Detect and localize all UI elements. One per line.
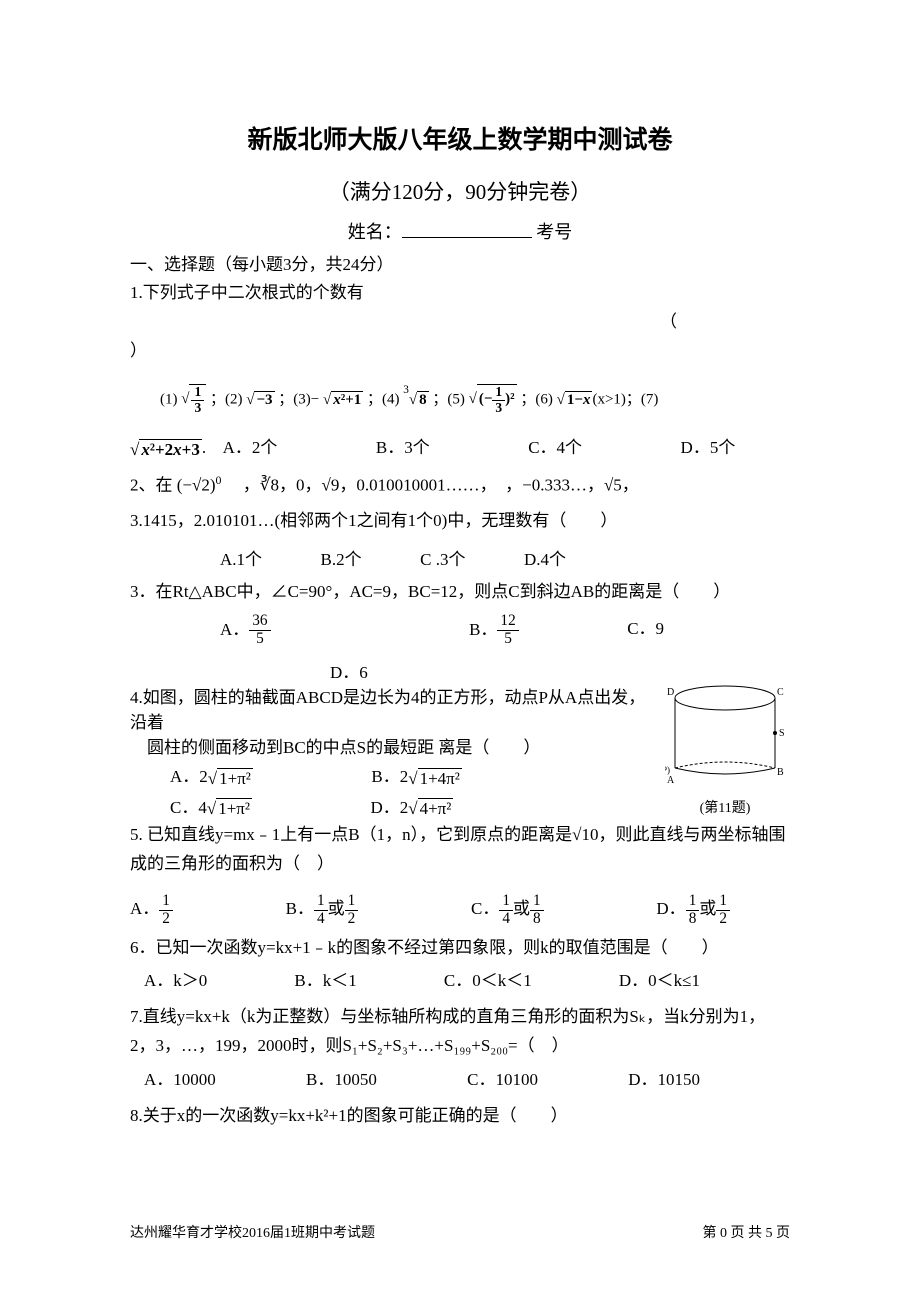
q3-opt-d: D．6 bbox=[130, 658, 790, 683]
q6-opt-d: D．0＜k≤1 bbox=[619, 966, 700, 991]
svg-text:A: A bbox=[667, 775, 675, 786]
q5-opt-b: B．14或12 bbox=[286, 893, 359, 928]
q2-opt-c: C .3个 bbox=[420, 545, 465, 570]
page-title: 新版北师大版八年级上数学期中测试卷 bbox=[130, 120, 790, 156]
q1-opt-b: B．3个 bbox=[376, 433, 430, 458]
q1-sep2: ；(2) bbox=[210, 391, 243, 407]
q1-opt-a: A．2个 bbox=[223, 433, 278, 458]
q7-opt-d: D．10150 bbox=[628, 1065, 700, 1090]
question-4: 4.如图，圆柱的轴截面ABCD是边长为4的正方形，动点P从A点出发，沿着 圆柱的… bbox=[130, 683, 790, 819]
page-subtitle: （满分120分，90分钟完卷） bbox=[130, 176, 790, 206]
q7-opt-a: A．10000 bbox=[144, 1065, 216, 1090]
q7-opt-c: C．10100 bbox=[467, 1065, 538, 1090]
q1-line2: x²+2x+3. A．2个 B．3个 C．4个 D．5个 bbox=[130, 433, 790, 460]
q7-opt-b: B．10050 bbox=[306, 1065, 377, 1090]
footer-left: 达州耀华育才学校2016届1班期中考试题 bbox=[130, 1222, 375, 1242]
q5-opt-a: A．12 bbox=[130, 893, 173, 928]
q1-period: . bbox=[202, 438, 206, 457]
q6-opt-b: B．k＜1 bbox=[294, 966, 356, 991]
svg-text:D: D bbox=[667, 687, 674, 698]
q5-stem: 5. 已知直线y=mx﹣1上有一点B（1，n），它到原点的距离是√10，则此直线… bbox=[130, 825, 785, 873]
section-1-header: 一、选择题（每小题3分，共24分） bbox=[130, 250, 790, 275]
q5-opt-c: C．14或18 bbox=[471, 893, 544, 928]
q1-paren-close: ） bbox=[130, 341, 147, 360]
name-row: 姓名： 考号 bbox=[130, 218, 790, 244]
q1-paren-open: （ bbox=[660, 312, 677, 331]
q1-sep5: ；(5) bbox=[432, 391, 465, 407]
examno-label: 考号 bbox=[536, 222, 572, 242]
q4-opt-b: B．21+4π² bbox=[371, 767, 461, 786]
q3-opt-a: A．365 bbox=[220, 620, 271, 639]
q2-line2: 3.1415，2.010101…(相邻两个1之间有1个0)中，无理数有（ ） bbox=[130, 507, 790, 536]
q1-opt-d: D．5个 bbox=[681, 433, 736, 458]
q3-opt-c: C．9 bbox=[627, 620, 664, 639]
q1-opt-c: C．4个 bbox=[528, 433, 582, 458]
q2-opt-d: D.4个 bbox=[524, 545, 566, 570]
q3-opt-b: B．125 bbox=[469, 620, 519, 639]
q4-opt-a: A．21+π² bbox=[170, 767, 253, 786]
q1-stem: 1.下列式子中二次根式的个数有 bbox=[130, 283, 364, 302]
q3-options-row1: A．365 B．125 C．9 bbox=[130, 613, 790, 648]
q1-e6cond: (x>1)；(7) bbox=[592, 391, 658, 407]
q6-options: A．k＞0 B．k＜1 C．0＜k＜1 D．0＜k≤1 bbox=[130, 966, 790, 991]
page-footer: 达州耀华育才学校2016届1班期中考试题 第 0 页 共 5 页 bbox=[130, 1222, 790, 1242]
cylinder-figure: D C S (P) A B (第11题) bbox=[660, 683, 790, 819]
question-3: 3．在Rt△ABC中，∠C=90°，AC=9，BC=12，则点C到斜边AB的距离… bbox=[130, 578, 790, 607]
q1-expressions: (1) 13 ；(2) −3 ；(3)− x²+1 ；(4) 38 ；(5) (… bbox=[130, 384, 790, 416]
q2-options: A.1个 B.2个 C .3个 D.4个 bbox=[130, 545, 790, 570]
q2-opt-b: B.2个 bbox=[321, 545, 362, 570]
q1-sep4: ；(4) bbox=[367, 391, 400, 407]
question-1: 1.下列式子中二次根式的个数有 （ ） bbox=[130, 279, 790, 366]
q2-list: ，∛8，0，√9，0.010010001……， ，−0.333…，√5， bbox=[243, 476, 639, 495]
footer-right: 第 0 页 共 5 页 bbox=[703, 1222, 791, 1242]
svg-text:(P): (P) bbox=[665, 765, 670, 775]
q5-options: A．12 B．14或12 C．14或18 D．18或12 bbox=[130, 893, 790, 928]
question-7: 7.直线y=kx+k（k为正整数）与坐标轴所构成的直角三角形的面积为Sₖ，当k分… bbox=[130, 1003, 790, 1061]
svg-text:S: S bbox=[779, 728, 785, 739]
name-label: 姓名： bbox=[348, 222, 402, 242]
q6-opt-c: C．0＜k＜1 bbox=[444, 966, 532, 991]
fig-label: (第11题) bbox=[660, 797, 790, 817]
q4-opt-c: C．41+π² bbox=[170, 798, 252, 817]
q1-e1-prefix: (1) bbox=[160, 391, 178, 407]
q2-pre: 2、在 bbox=[130, 476, 173, 495]
q5-opt-d: D．18或12 bbox=[656, 893, 730, 928]
q1-sep3: ；(3)− bbox=[278, 391, 319, 407]
question-2: 2、在 (−√2)0 ，∛8，0，√9，0.010010001……， ，−0.3… bbox=[130, 470, 790, 501]
q4-opt-d: D．24+π² bbox=[370, 798, 453, 817]
q1-sep6: ；(6) bbox=[520, 391, 553, 407]
q4-line2: 圆柱的侧面移动到BC的中点S的最短距 离是（ ） bbox=[130, 733, 660, 758]
svg-text:B: B bbox=[777, 767, 784, 778]
question-8: 8.关于x的一次函数y=kx+k²+1的图象可能正确的是（ ） bbox=[130, 1102, 790, 1131]
q6-opt-a: A．k＞0 bbox=[144, 966, 207, 991]
svg-text:C: C bbox=[777, 687, 784, 698]
name-blank[interactable] bbox=[402, 220, 532, 238]
q2-opt-a: A.1个 bbox=[220, 545, 262, 570]
question-5: 5. 已知直线y=mx﹣1上有一点B（1，n），它到原点的距离是√10，则此直线… bbox=[130, 821, 790, 879]
q4-line1: 4.如图，圆柱的轴截面ABCD是边长为4的正方形，动点P从A点出发，沿着 bbox=[130, 683, 660, 733]
q7-options: A．10000 B．10050 C．10100 D．10150 bbox=[130, 1065, 790, 1090]
question-6: 6．已知一次函数y=kx+1﹣k的图象不经过第四象限，则k的取值范围是（ ） bbox=[130, 934, 790, 963]
